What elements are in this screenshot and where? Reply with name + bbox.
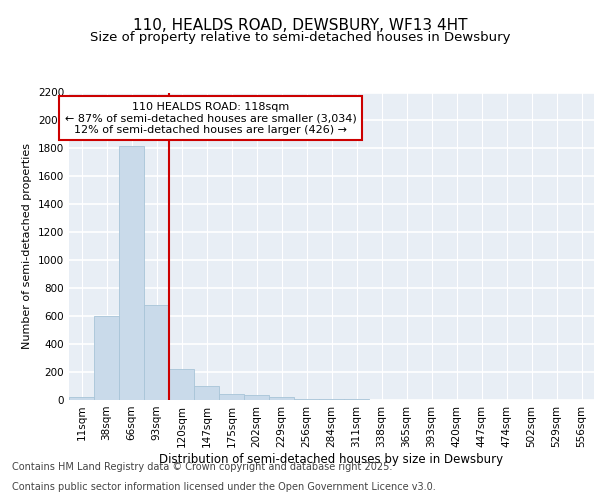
Bar xyxy=(219,394,244,400)
Bar xyxy=(169,369,194,400)
Bar xyxy=(144,305,169,400)
Y-axis label: Number of semi-detached properties: Number of semi-detached properties xyxy=(22,143,32,349)
Text: Size of property relative to semi-detached houses in Dewsbury: Size of property relative to semi-detach… xyxy=(90,31,510,44)
Text: Contains HM Land Registry data © Crown copyright and database right 2025.: Contains HM Land Registry data © Crown c… xyxy=(12,462,392,472)
Bar xyxy=(344,398,369,400)
Text: Contains public sector information licensed under the Open Government Licence v3: Contains public sector information licen… xyxy=(12,482,436,492)
Bar xyxy=(119,146,144,400)
Bar xyxy=(244,395,269,400)
X-axis label: Distribution of semi-detached houses by size in Dewsbury: Distribution of semi-detached houses by … xyxy=(160,452,503,466)
Text: 110, HEALDS ROAD, DEWSBURY, WF13 4HT: 110, HEALDS ROAD, DEWSBURY, WF13 4HT xyxy=(133,18,467,32)
Bar xyxy=(269,397,294,400)
Bar xyxy=(319,398,344,400)
Bar xyxy=(294,398,319,400)
Bar xyxy=(194,386,219,400)
Text: 110 HEALDS ROAD: 118sqm
← 87% of semi-detached houses are smaller (3,034)
12% of: 110 HEALDS ROAD: 118sqm ← 87% of semi-de… xyxy=(65,102,356,135)
Bar xyxy=(94,316,119,400)
Bar xyxy=(69,397,94,400)
